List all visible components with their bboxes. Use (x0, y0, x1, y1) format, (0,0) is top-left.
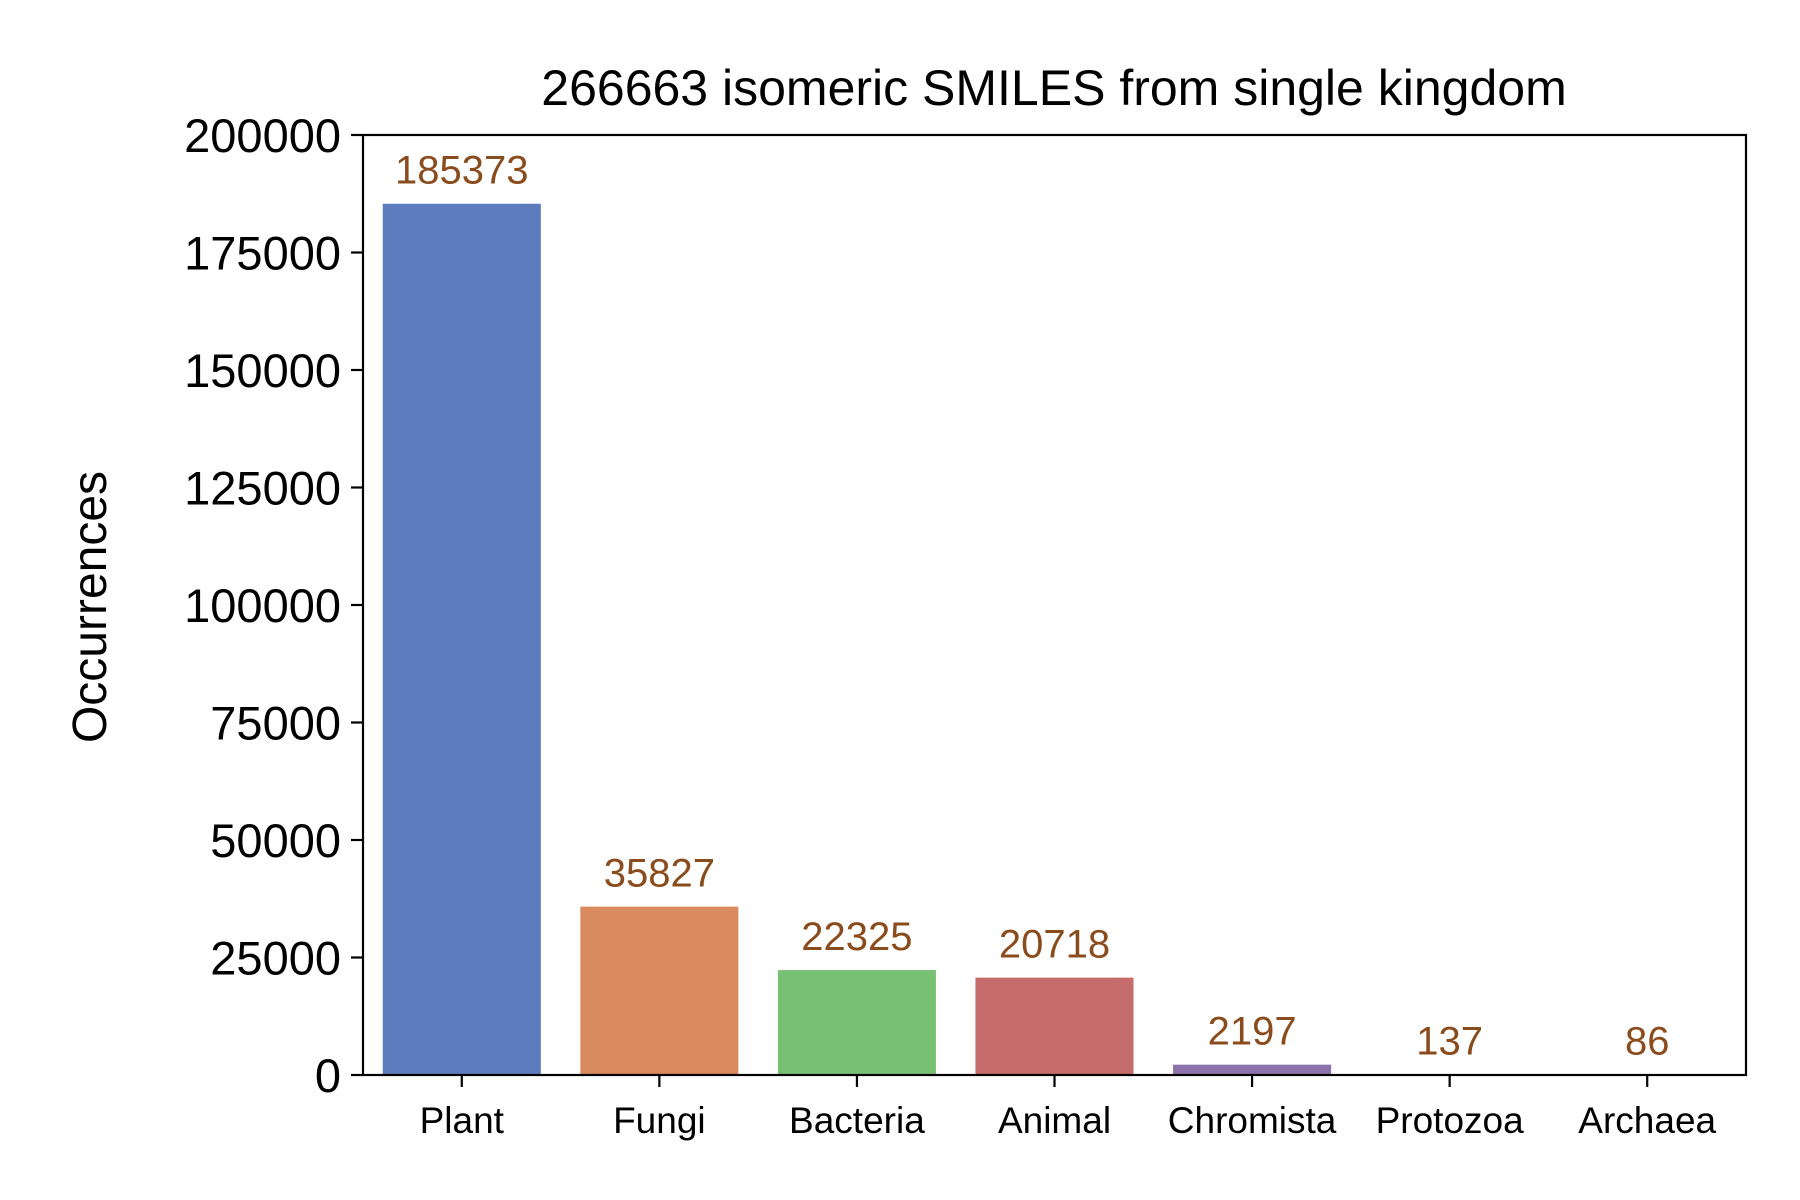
x-tick-label: Fungi (613, 1100, 706, 1141)
x-tick-label: Animal (998, 1100, 1111, 1141)
plot-area: 0 25000 50000 75000 100000 125000 150000 175000… (184, 109, 1748, 1141)
y-tick-label: 175000 (184, 227, 341, 280)
bar (975, 977, 1134, 1075)
data-label: 185373 (395, 149, 528, 193)
y-tick-label: 125000 (184, 462, 341, 515)
data-label: 137 (1416, 1019, 1483, 1063)
y-tick-label: 150000 (184, 344, 341, 397)
y-axis-label: Occurrences (64, 471, 117, 743)
data-label: 20718 (999, 923, 1110, 967)
bar (777, 970, 936, 1075)
bar (1173, 1064, 1332, 1075)
y-tick-label: 75000 (210, 697, 341, 750)
x-tick-label: Archaea (1578, 1100, 1716, 1141)
y-tick-label: 25000 (210, 932, 341, 985)
data-label: 2197 (1208, 1010, 1297, 1054)
data-label: 22325 (801, 915, 912, 959)
data-label: 86 (1625, 1020, 1670, 1064)
chart-title: 266663 isomeric SMILES from single kingd… (541, 60, 1566, 116)
data-label: 35827 (604, 852, 715, 896)
x-tick-label: Bacteria (789, 1100, 925, 1141)
x-tick-label: Plant (420, 1100, 505, 1141)
bar (580, 906, 739, 1075)
y-tick-label: 200000 (184, 109, 341, 162)
y-tick-label: 50000 (210, 814, 341, 867)
y-tick-label: 0 (315, 1049, 341, 1102)
bar (382, 203, 541, 1076)
x-tick-label: Protozoa (1376, 1100, 1525, 1141)
y-tick-label: 100000 (184, 579, 341, 632)
x-tick-label: Chromista (1168, 1100, 1337, 1141)
